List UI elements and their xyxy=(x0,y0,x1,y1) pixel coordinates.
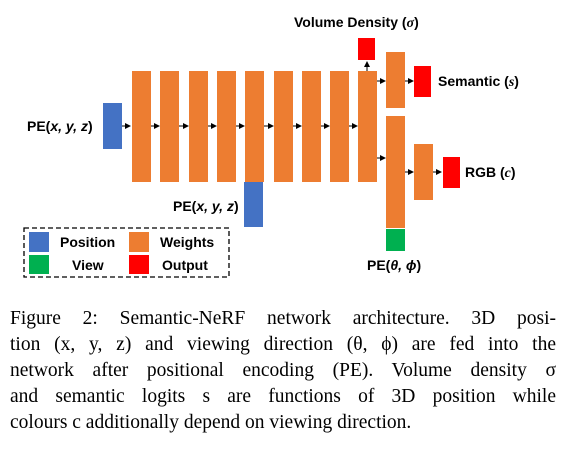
weight-layer xyxy=(189,71,208,182)
weight-layers xyxy=(132,71,377,182)
legend-position-label: Position xyxy=(60,234,115,250)
legend-weights-label: Weights xyxy=(160,234,214,250)
figure-caption: Figure 2: Semantic-NeRF network architec… xyxy=(10,306,556,436)
semantic-label: Semantic (s) xyxy=(438,73,519,90)
input-position-block xyxy=(103,103,122,149)
caption-line: and semantic logits s are functions of 3… xyxy=(10,386,556,407)
pe-position-skip-label: PE(x, y, z) xyxy=(173,198,239,214)
weight-layer xyxy=(217,71,236,182)
volume-density-output-block xyxy=(358,38,375,60)
caption-line: Figure 2: Semantic-NeRF network architec… xyxy=(10,308,556,329)
rgb-output-block xyxy=(443,157,460,188)
semantic-branch-layer xyxy=(386,52,405,108)
weight-layer xyxy=(302,71,321,182)
view-direction-block xyxy=(386,229,405,251)
caption-line: tion (x, y, z) and viewing direction (θ,… xyxy=(10,334,556,355)
volume-density-label: Volume Density (σ) xyxy=(294,14,419,31)
caption-line: network after positional encoding (PE). … xyxy=(10,360,556,381)
pe-view-label: PE(θ, ϕ) xyxy=(367,257,421,273)
legend-output-swatch xyxy=(129,255,149,274)
weight-layer xyxy=(358,71,377,182)
semantic-output-block xyxy=(414,66,431,97)
skip-position-block xyxy=(244,182,263,227)
weight-layer xyxy=(245,71,264,182)
rgb-label: RGB (c) xyxy=(465,164,516,181)
legend-output-label: Output xyxy=(162,257,208,273)
legend-weights-swatch xyxy=(129,232,149,252)
legend: Position Weights View Output xyxy=(23,227,230,278)
pe-position-input-label: PE(x, y, z) xyxy=(27,118,93,134)
legend-view-label: View xyxy=(72,257,104,273)
rgb-hidden-layer xyxy=(414,144,433,200)
weight-layer xyxy=(274,71,293,182)
legend-view-swatch xyxy=(29,255,49,274)
caption-line: colours c additionally depend on viewing… xyxy=(10,412,412,433)
architecture-diagram: Volume Density (σ) Semantic (s) RGB (c) … xyxy=(23,14,519,278)
weight-layer xyxy=(160,71,179,182)
legend-position-swatch xyxy=(29,232,49,252)
weight-layer xyxy=(330,71,349,182)
weight-layer xyxy=(132,71,151,182)
rgb-branch-layer xyxy=(386,116,405,228)
